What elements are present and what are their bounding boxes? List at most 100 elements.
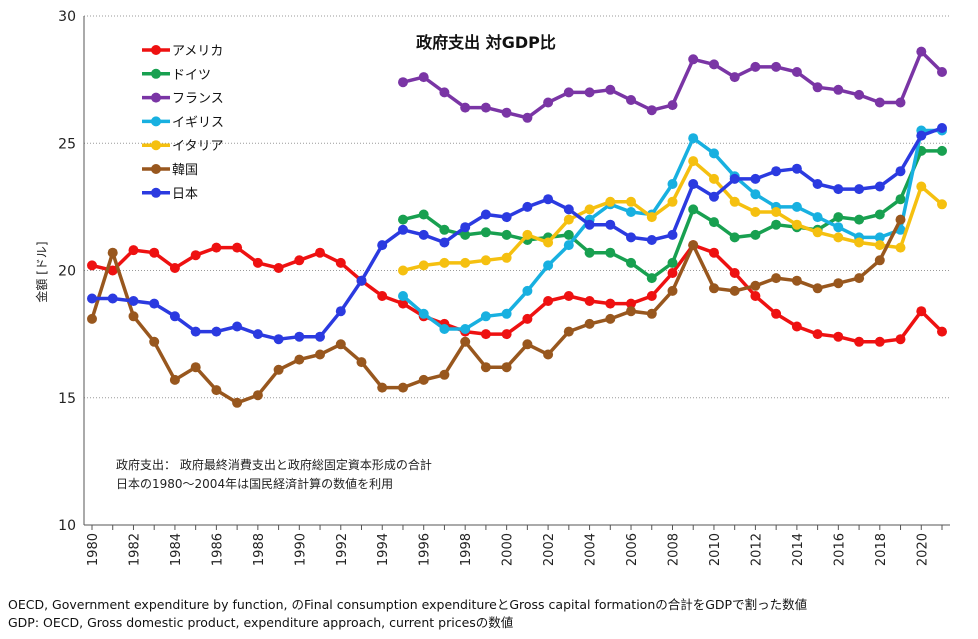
data-point (729, 72, 740, 83)
data-point (688, 179, 699, 189)
data-point (688, 54, 699, 65)
data-point (128, 296, 139, 306)
data-point (418, 374, 429, 385)
data-point (937, 123, 947, 133)
data-point (771, 308, 782, 319)
data-point (232, 397, 243, 408)
x-tick-label: 2000 (501, 533, 516, 566)
data-point (335, 257, 346, 268)
data-point (232, 321, 243, 332)
data-point (874, 209, 885, 220)
data-point (626, 196, 636, 207)
data-point (543, 97, 554, 108)
data-point (501, 229, 512, 240)
legend-item: フランス (142, 92, 224, 107)
data-point (522, 112, 533, 123)
legend-item: アメリカ (142, 44, 223, 59)
data-point (563, 326, 574, 337)
x-tick-label: 1990 (293, 533, 308, 566)
data-point (232, 242, 243, 253)
data-point (149, 298, 160, 309)
data-point (791, 219, 802, 230)
data-point (895, 214, 906, 225)
x-tick-label: 1996 (418, 533, 433, 566)
legend-marker (151, 116, 161, 127)
data-point (916, 181, 927, 192)
data-point (709, 283, 719, 294)
data-point (812, 179, 823, 189)
data-point (335, 306, 346, 317)
data-point (398, 298, 408, 309)
data-point (667, 285, 678, 296)
data-point (709, 59, 719, 70)
data-point (356, 275, 367, 286)
data-point (377, 240, 388, 251)
data-point (169, 374, 180, 385)
x-tick-label: 2006 (625, 533, 640, 566)
data-point (522, 313, 533, 324)
data-point (315, 247, 325, 258)
data-point (398, 224, 408, 235)
x-tick-label: 1992 (335, 533, 350, 566)
data-point (543, 349, 554, 360)
data-point (87, 260, 97, 271)
data-point (439, 369, 450, 380)
data-point (646, 212, 657, 223)
data-point (128, 311, 139, 322)
data-point (646, 235, 657, 245)
data-point (584, 296, 595, 306)
data-point (667, 257, 678, 268)
data-point (812, 212, 823, 223)
data-point (480, 227, 491, 238)
legend-marker (151, 140, 161, 151)
data-point (107, 265, 118, 276)
data-point (750, 229, 761, 240)
data-point (460, 324, 471, 334)
legend-label: ドイツ (172, 68, 211, 83)
data-point (418, 308, 429, 319)
data-point (626, 306, 636, 317)
data-point (480, 329, 491, 340)
data-point (501, 362, 512, 373)
x-tick-label: 1980 (86, 533, 101, 566)
legend-marker (151, 45, 161, 55)
data-point (854, 89, 865, 100)
data-point (667, 229, 678, 240)
data-point (646, 105, 657, 116)
data-point (874, 181, 885, 192)
data-point (812, 329, 823, 340)
data-point (377, 291, 388, 301)
data-point (273, 263, 284, 273)
data-point (812, 82, 823, 93)
data-point (273, 364, 284, 375)
chart-title: 政府支出 対GDP比 (416, 33, 556, 52)
series-イタリア (398, 156, 947, 276)
data-point (874, 255, 885, 266)
data-point (895, 97, 906, 108)
y-tick-label: 15 (58, 391, 76, 407)
data-point (771, 273, 782, 284)
x-tick-label: 2020 (915, 533, 930, 566)
data-point (107, 247, 118, 258)
source-note: OECD, Government expenditure by function… (8, 597, 808, 612)
data-point (563, 87, 574, 98)
data-point (812, 283, 823, 294)
data-point (750, 280, 761, 291)
data-point (750, 291, 761, 301)
data-point (543, 260, 554, 271)
data-point (480, 362, 491, 373)
source-note-gdp: GDP: OECD, Gross domestic product, expen… (8, 615, 514, 630)
x-tick-label: 2010 (708, 533, 723, 566)
data-point (480, 209, 491, 220)
x-tick-label: 1984 (169, 533, 184, 566)
data-point (791, 275, 802, 286)
data-point (460, 229, 471, 240)
data-point (418, 229, 429, 240)
data-point (584, 204, 595, 215)
data-point (646, 291, 657, 301)
data-point (501, 252, 512, 263)
x-tick-label: 2018 (874, 533, 889, 566)
data-point (750, 173, 761, 184)
legend-label: 日本 (172, 187, 198, 202)
